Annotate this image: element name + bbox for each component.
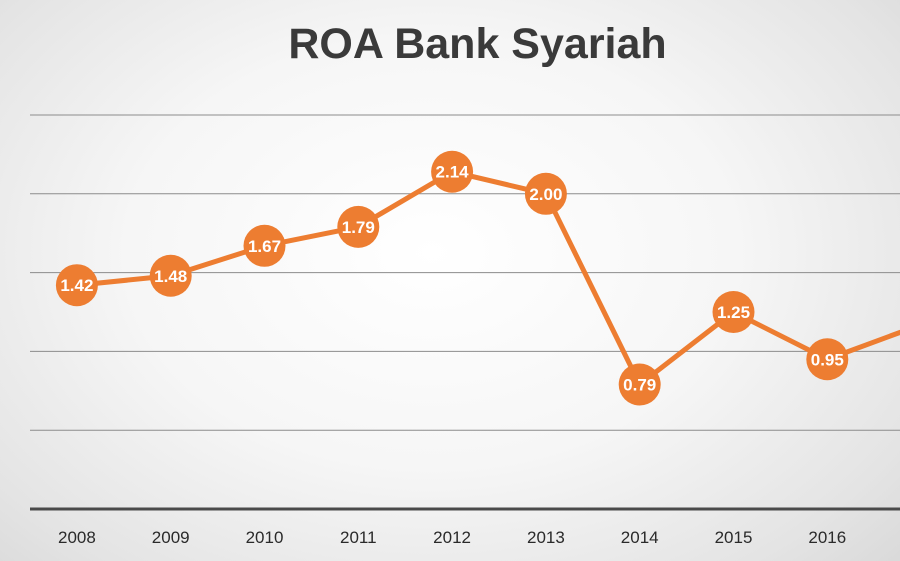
data-point — [337, 205, 380, 248]
data-point — [55, 264, 98, 307]
data-point — [431, 150, 474, 193]
data-label: 1.42 — [60, 276, 93, 295]
data-point — [149, 254, 192, 297]
x-tick-label: 2015 — [715, 528, 753, 547]
x-tick-label: 2008 — [58, 528, 96, 547]
data-label: 0.79 — [623, 375, 656, 394]
data-point — [806, 338, 849, 381]
chart-title: ROA Bank Syariah — [288, 20, 667, 68]
x-tick-label: 2012 — [433, 528, 471, 547]
series-line — [76, 169, 900, 387]
data-point — [712, 291, 755, 333]
data-point — [243, 224, 286, 267]
data-point — [618, 363, 661, 406]
data-label: 2.14 — [436, 163, 470, 182]
x-axis: 2008200920102011201220132014201520162017 — [30, 507, 900, 547]
data-label: 1.25 — [717, 303, 750, 322]
x-tick-label: 2010 — [246, 528, 284, 547]
x-tick-label: 2009 — [152, 528, 190, 547]
data-label: 1.48 — [154, 267, 187, 286]
x-tick-label: 2016 — [808, 528, 846, 547]
x-tick-label: 2013 — [527, 528, 565, 547]
series-layer: 1.421.481.671.792.142.000.791.250.951.17 — [55, 150, 900, 406]
data-label: 2.00 — [529, 185, 562, 204]
x-tick-label: 2014 — [621, 528, 659, 547]
data-label: 1.67 — [248, 237, 281, 256]
data-point — [524, 172, 567, 215]
data-label: 1.79 — [342, 218, 375, 237]
data-label: 0.95 — [811, 350, 844, 369]
x-tick-label: 2011 — [340, 528, 377, 547]
